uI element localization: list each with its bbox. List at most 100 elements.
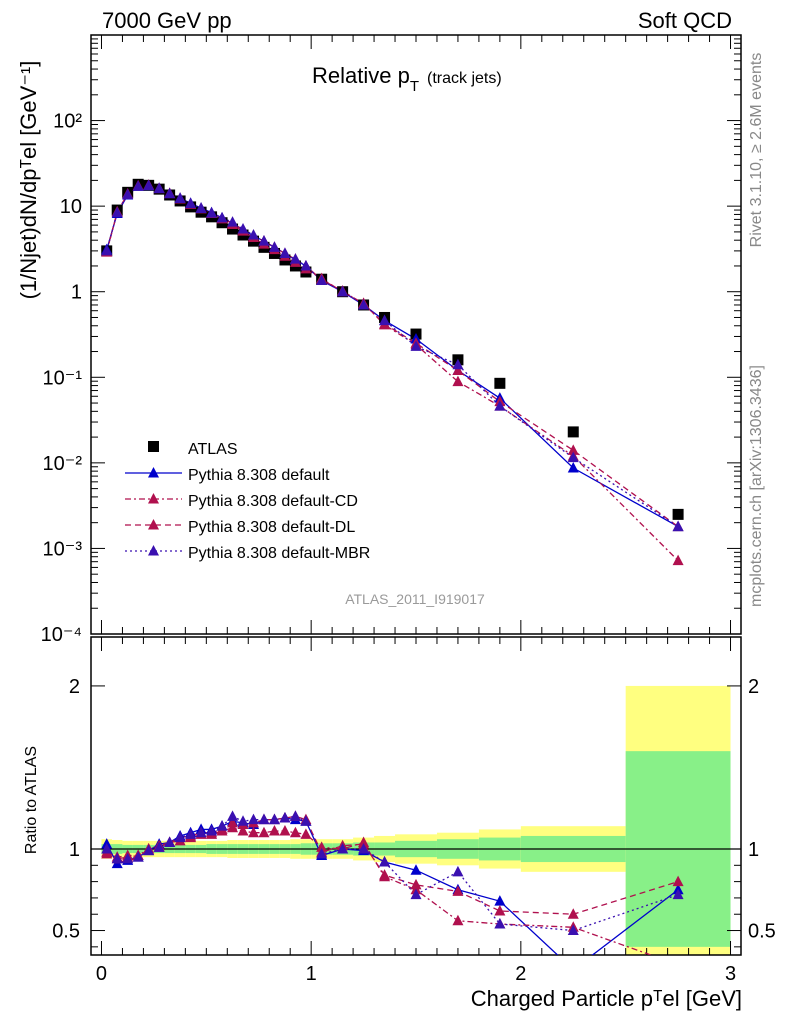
- ratio-point: [174, 831, 186, 843]
- y-axis-label-ratio: Ratio to ATLAS: [23, 746, 40, 854]
- mc-point: [672, 554, 684, 566]
- ratio-point: [153, 841, 165, 852]
- y-tick-label: 1: [71, 282, 82, 304]
- ratio-point: [300, 828, 312, 839]
- legend-label: Pythia 8.308 default-CD: [188, 493, 358, 510]
- legend-label: Pythia 8.308 default: [188, 467, 330, 484]
- ratio-tick-label-left: 0.5: [52, 921, 80, 943]
- atlas-point: [227, 223, 239, 235]
- header-right: Soft QCD: [638, 8, 732, 33]
- x-axis-label: Charged Particle pᵀel [GeV]: [471, 986, 742, 1011]
- y-tick-label: 10⁻³: [43, 538, 83, 560]
- y-tick-label: 10⁻¹: [43, 367, 83, 389]
- legend-label: ATLAS: [188, 441, 238, 458]
- mc-point: [111, 206, 123, 218]
- ratio-point: [494, 918, 506, 929]
- axis-tick-labels: 0 1 2 3 10⁻⁴ 10⁻³ 10⁻² 10⁻¹ 1 10 10² 0.5 0.5 1 1 2 2: [41, 111, 776, 985]
- plot-title: Relative pT (track jets): [312, 63, 502, 95]
- ratio-point: [379, 869, 391, 880]
- mc-point: [122, 188, 134, 199]
- legend-marker: [148, 467, 159, 478]
- plot-title-main: Relative p: [312, 63, 410, 88]
- ratio-point: [216, 820, 228, 831]
- y-tick-label: 10²: [53, 111, 82, 133]
- mc-point: [195, 202, 207, 213]
- ratio-point: [185, 828, 197, 839]
- ratio-point: [248, 826, 259, 838]
- ratio-point: [227, 810, 239, 821]
- ratio-point: [122, 852, 134, 864]
- ratio-tick-label-left: 2: [69, 676, 80, 698]
- mc-point: [258, 235, 270, 246]
- mc-point: [174, 192, 186, 203]
- ratio-tick-label-right: 1: [748, 839, 759, 861]
- ratio-tick-label-left: 1: [69, 839, 80, 861]
- mc-point: [494, 400, 506, 411]
- legend-marker: [148, 545, 159, 556]
- axis-ticks: [91, 35, 741, 955]
- ratio-point: [410, 878, 422, 890]
- mc-point: [279, 247, 291, 258]
- mc-point: [452, 358, 464, 370]
- legend-label: Pythia 8.308 default-MBR: [188, 545, 370, 562]
- ratio-point: [452, 914, 464, 926]
- ratio-point: [358, 843, 370, 854]
- ratio-point: [143, 844, 155, 856]
- ratio-point: [195, 826, 207, 838]
- legend-marker: [148, 493, 159, 504]
- ratio-point: [268, 813, 280, 825]
- ratio-point: [268, 825, 280, 836]
- ratio-point: [132, 851, 144, 862]
- y-tick-label: 10⁻²: [43, 453, 83, 475]
- atlas-point: [567, 426, 579, 438]
- mc-point: [300, 259, 312, 271]
- ratio-point: [258, 813, 270, 825]
- mc-point: [567, 451, 579, 463]
- ratio-point: [567, 924, 579, 936]
- series-markers: [101, 178, 684, 936]
- mc-point: [153, 182, 165, 194]
- mc-point: [567, 462, 579, 473]
- mc-point: [237, 223, 249, 234]
- ratio-tick-label-right: 2: [748, 676, 759, 698]
- mc-point: [143, 179, 155, 191]
- x-tick-label: 3: [725, 963, 736, 985]
- legend-marker: [148, 441, 159, 452]
- y-axis-label-main: (1/Njet)dN/dpᵀel [GeV⁻¹]: [16, 61, 41, 300]
- mc-point: [132, 180, 144, 191]
- ratio-point: [237, 815, 249, 826]
- mc-point: [452, 364, 464, 376]
- ratio-point: [316, 847, 328, 859]
- mc-point: [379, 314, 391, 326]
- mc-point: [216, 211, 228, 223]
- mc-point: [672, 520, 684, 532]
- side-rivet: Rivet 3.1.10, ≥ 2.6M events: [748, 53, 765, 248]
- legend-label: Pythia 8.308 default-DL: [188, 519, 355, 536]
- mc-point: [248, 229, 259, 240]
- watermark: ATLAS_2011_I919017: [345, 591, 485, 607]
- mc-point: [567, 444, 579, 455]
- legend-marker: [148, 519, 159, 530]
- ratio-point: [410, 864, 422, 875]
- ratio-point: [289, 826, 301, 838]
- ratio-point: [237, 825, 249, 836]
- mc-point: [206, 207, 218, 218]
- y-tick-label: 10: [60, 196, 82, 218]
- ratio-point: [300, 815, 312, 826]
- ratio-point: [101, 843, 113, 854]
- ratio-tick-label-right: 0.5: [748, 921, 776, 943]
- mc-point: [410, 340, 422, 351]
- ratio-point: [206, 825, 218, 836]
- x-tick-label: 0: [96, 963, 107, 985]
- ratio-point: [410, 888, 422, 900]
- atlas-point: [494, 377, 506, 389]
- ratio-point: [672, 888, 684, 900]
- header-left: 7000 GeV pp: [102, 8, 232, 33]
- ratio-point: [494, 895, 506, 906]
- mc-point: [358, 298, 370, 310]
- atlas-point: [672, 508, 684, 520]
- ratio-point: [279, 825, 291, 836]
- side-mcplots: mcplots.cern.ch [arXiv:1306.3436]: [748, 365, 765, 607]
- mc-point: [185, 197, 197, 209]
- plot-title-sub: T: [410, 78, 419, 95]
